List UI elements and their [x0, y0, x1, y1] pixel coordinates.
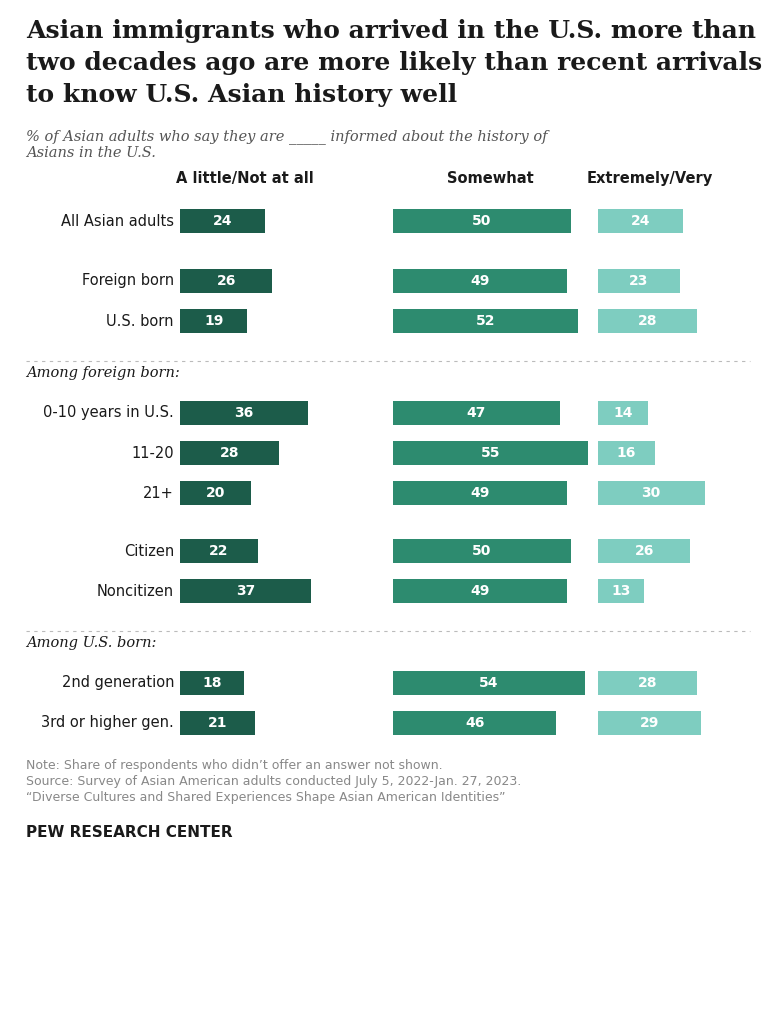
Bar	[393, 309, 577, 333]
Bar	[180, 209, 265, 233]
Text: Asian immigrants who arrived in the U.S. more than: Asian immigrants who arrived in the U.S.…	[26, 19, 756, 43]
Bar	[180, 269, 272, 293]
Bar	[598, 209, 683, 233]
Text: 21: 21	[207, 716, 227, 730]
Text: 50: 50	[472, 544, 491, 558]
Bar	[393, 209, 570, 233]
Text: Among U.S. born:: Among U.S. born:	[26, 636, 156, 650]
Text: 26: 26	[635, 544, 654, 558]
Bar	[393, 711, 557, 735]
Text: to know U.S. Asian history well: to know U.S. Asian history well	[26, 83, 457, 106]
Bar	[393, 269, 567, 293]
Text: 49: 49	[471, 486, 490, 500]
Text: 36: 36	[235, 406, 254, 420]
Text: two decades ago are more likely than recent arrivals: two decades ago are more likely than rec…	[26, 51, 762, 75]
Text: Citizen: Citizen	[124, 544, 174, 558]
Text: 37: 37	[236, 584, 255, 598]
Text: Source: Survey of Asian American adults conducted July 5, 2022-Jan. 27, 2023.: Source: Survey of Asian American adults …	[26, 775, 521, 788]
Text: A little/Not at all: A little/Not at all	[176, 171, 314, 186]
Text: 3rd or higher gen.: 3rd or higher gen.	[41, 716, 174, 730]
Text: Among foreign born:: Among foreign born:	[26, 366, 180, 380]
Text: U.S. born: U.S. born	[107, 313, 174, 329]
Text: 55: 55	[481, 446, 500, 460]
Bar	[598, 441, 655, 465]
Bar	[180, 671, 244, 695]
Text: 28: 28	[638, 676, 657, 690]
Text: Extremely/Very: Extremely/Very	[587, 171, 713, 186]
Bar	[598, 711, 701, 735]
Text: Foreign born: Foreign born	[82, 273, 174, 289]
Bar	[393, 539, 570, 563]
Text: 24: 24	[213, 214, 232, 228]
Bar	[393, 579, 567, 603]
Text: 24: 24	[631, 214, 650, 228]
Bar	[598, 671, 697, 695]
Bar	[180, 481, 251, 505]
Text: 20: 20	[206, 486, 225, 500]
Text: Asians in the U.S.: Asians in the U.S.	[26, 146, 156, 160]
Bar	[180, 309, 248, 333]
Text: % of Asian adults who say they are _____ informed about the history of: % of Asian adults who say they are _____…	[26, 129, 547, 144]
Bar	[393, 441, 588, 465]
Text: 52: 52	[475, 314, 495, 328]
Text: 28: 28	[638, 314, 657, 328]
Bar	[598, 579, 644, 603]
Text: 47: 47	[467, 406, 486, 420]
Text: Noncitizen: Noncitizen	[97, 584, 174, 598]
Bar	[598, 539, 690, 563]
Bar	[180, 579, 311, 603]
Bar	[393, 481, 567, 505]
Text: 21+: 21+	[143, 485, 174, 501]
Text: 30: 30	[642, 486, 661, 500]
Bar	[393, 671, 584, 695]
Bar	[180, 441, 279, 465]
Text: 16: 16	[617, 446, 636, 460]
Text: 23: 23	[629, 274, 649, 288]
Text: 2nd generation: 2nd generation	[61, 676, 174, 690]
Bar	[180, 539, 258, 563]
Text: 19: 19	[204, 314, 224, 328]
Text: 18: 18	[202, 676, 221, 690]
Text: “Diverse Cultures and Shared Experiences Shape Asian American Identities”: “Diverse Cultures and Shared Experiences…	[26, 791, 505, 804]
Text: Somewhat: Somewhat	[447, 171, 533, 186]
Text: 46: 46	[465, 716, 485, 730]
Bar	[598, 309, 697, 333]
Text: 14: 14	[613, 406, 632, 420]
Bar	[180, 711, 255, 735]
Text: 49: 49	[471, 274, 490, 288]
Text: 28: 28	[220, 446, 239, 460]
Text: 26: 26	[217, 274, 236, 288]
Bar	[393, 401, 560, 425]
Text: 22: 22	[209, 544, 229, 558]
Text: 11-20: 11-20	[132, 445, 174, 461]
Bar	[598, 481, 704, 505]
Text: 50: 50	[472, 214, 491, 228]
Text: All Asian adults: All Asian adults	[61, 213, 174, 228]
Text: 49: 49	[471, 584, 490, 598]
Bar	[598, 401, 648, 425]
Text: 0-10 years in U.S.: 0-10 years in U.S.	[43, 406, 174, 421]
Text: 29: 29	[640, 716, 659, 730]
Text: PEW RESEARCH CENTER: PEW RESEARCH CENTER	[26, 825, 233, 840]
Bar	[598, 269, 680, 293]
Text: 54: 54	[479, 676, 498, 690]
Text: Note: Share of respondents who didn’t offer an answer not shown.: Note: Share of respondents who didn’t of…	[26, 759, 443, 772]
Bar	[180, 401, 308, 425]
Text: 13: 13	[611, 584, 631, 598]
